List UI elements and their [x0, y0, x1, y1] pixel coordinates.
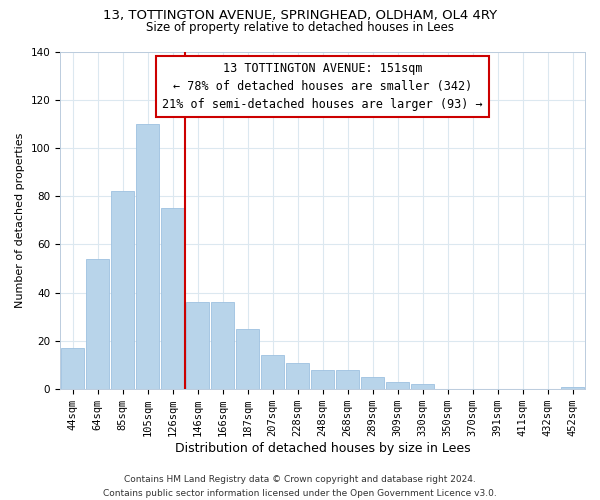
- Y-axis label: Number of detached properties: Number of detached properties: [15, 132, 25, 308]
- Bar: [111, 192, 134, 389]
- Bar: [61, 348, 84, 389]
- Text: Size of property relative to detached houses in Lees: Size of property relative to detached ho…: [146, 21, 454, 34]
- Text: 13, TOTTINGTON AVENUE, SPRINGHEAD, OLDHAM, OL4 4RY: 13, TOTTINGTON AVENUE, SPRINGHEAD, OLDHA…: [103, 9, 497, 22]
- Text: Contains HM Land Registry data © Crown copyright and database right 2024.
Contai: Contains HM Land Registry data © Crown c…: [103, 476, 497, 498]
- Bar: [311, 370, 334, 389]
- X-axis label: Distribution of detached houses by size in Lees: Distribution of detached houses by size …: [175, 442, 470, 455]
- Bar: [336, 370, 359, 389]
- Bar: [386, 382, 409, 389]
- Bar: [211, 302, 234, 389]
- Bar: [186, 302, 209, 389]
- Bar: [261, 356, 284, 389]
- Bar: [136, 124, 159, 389]
- Bar: [161, 208, 184, 389]
- Bar: [361, 377, 384, 389]
- Bar: [411, 384, 434, 389]
- Bar: [236, 329, 259, 389]
- Text: 13 TOTTINGTON AVENUE: 151sqm
← 78% of detached houses are smaller (342)
21% of s: 13 TOTTINGTON AVENUE: 151sqm ← 78% of de…: [162, 62, 483, 110]
- Bar: [561, 387, 584, 389]
- Bar: [86, 259, 109, 389]
- Bar: [286, 362, 309, 389]
